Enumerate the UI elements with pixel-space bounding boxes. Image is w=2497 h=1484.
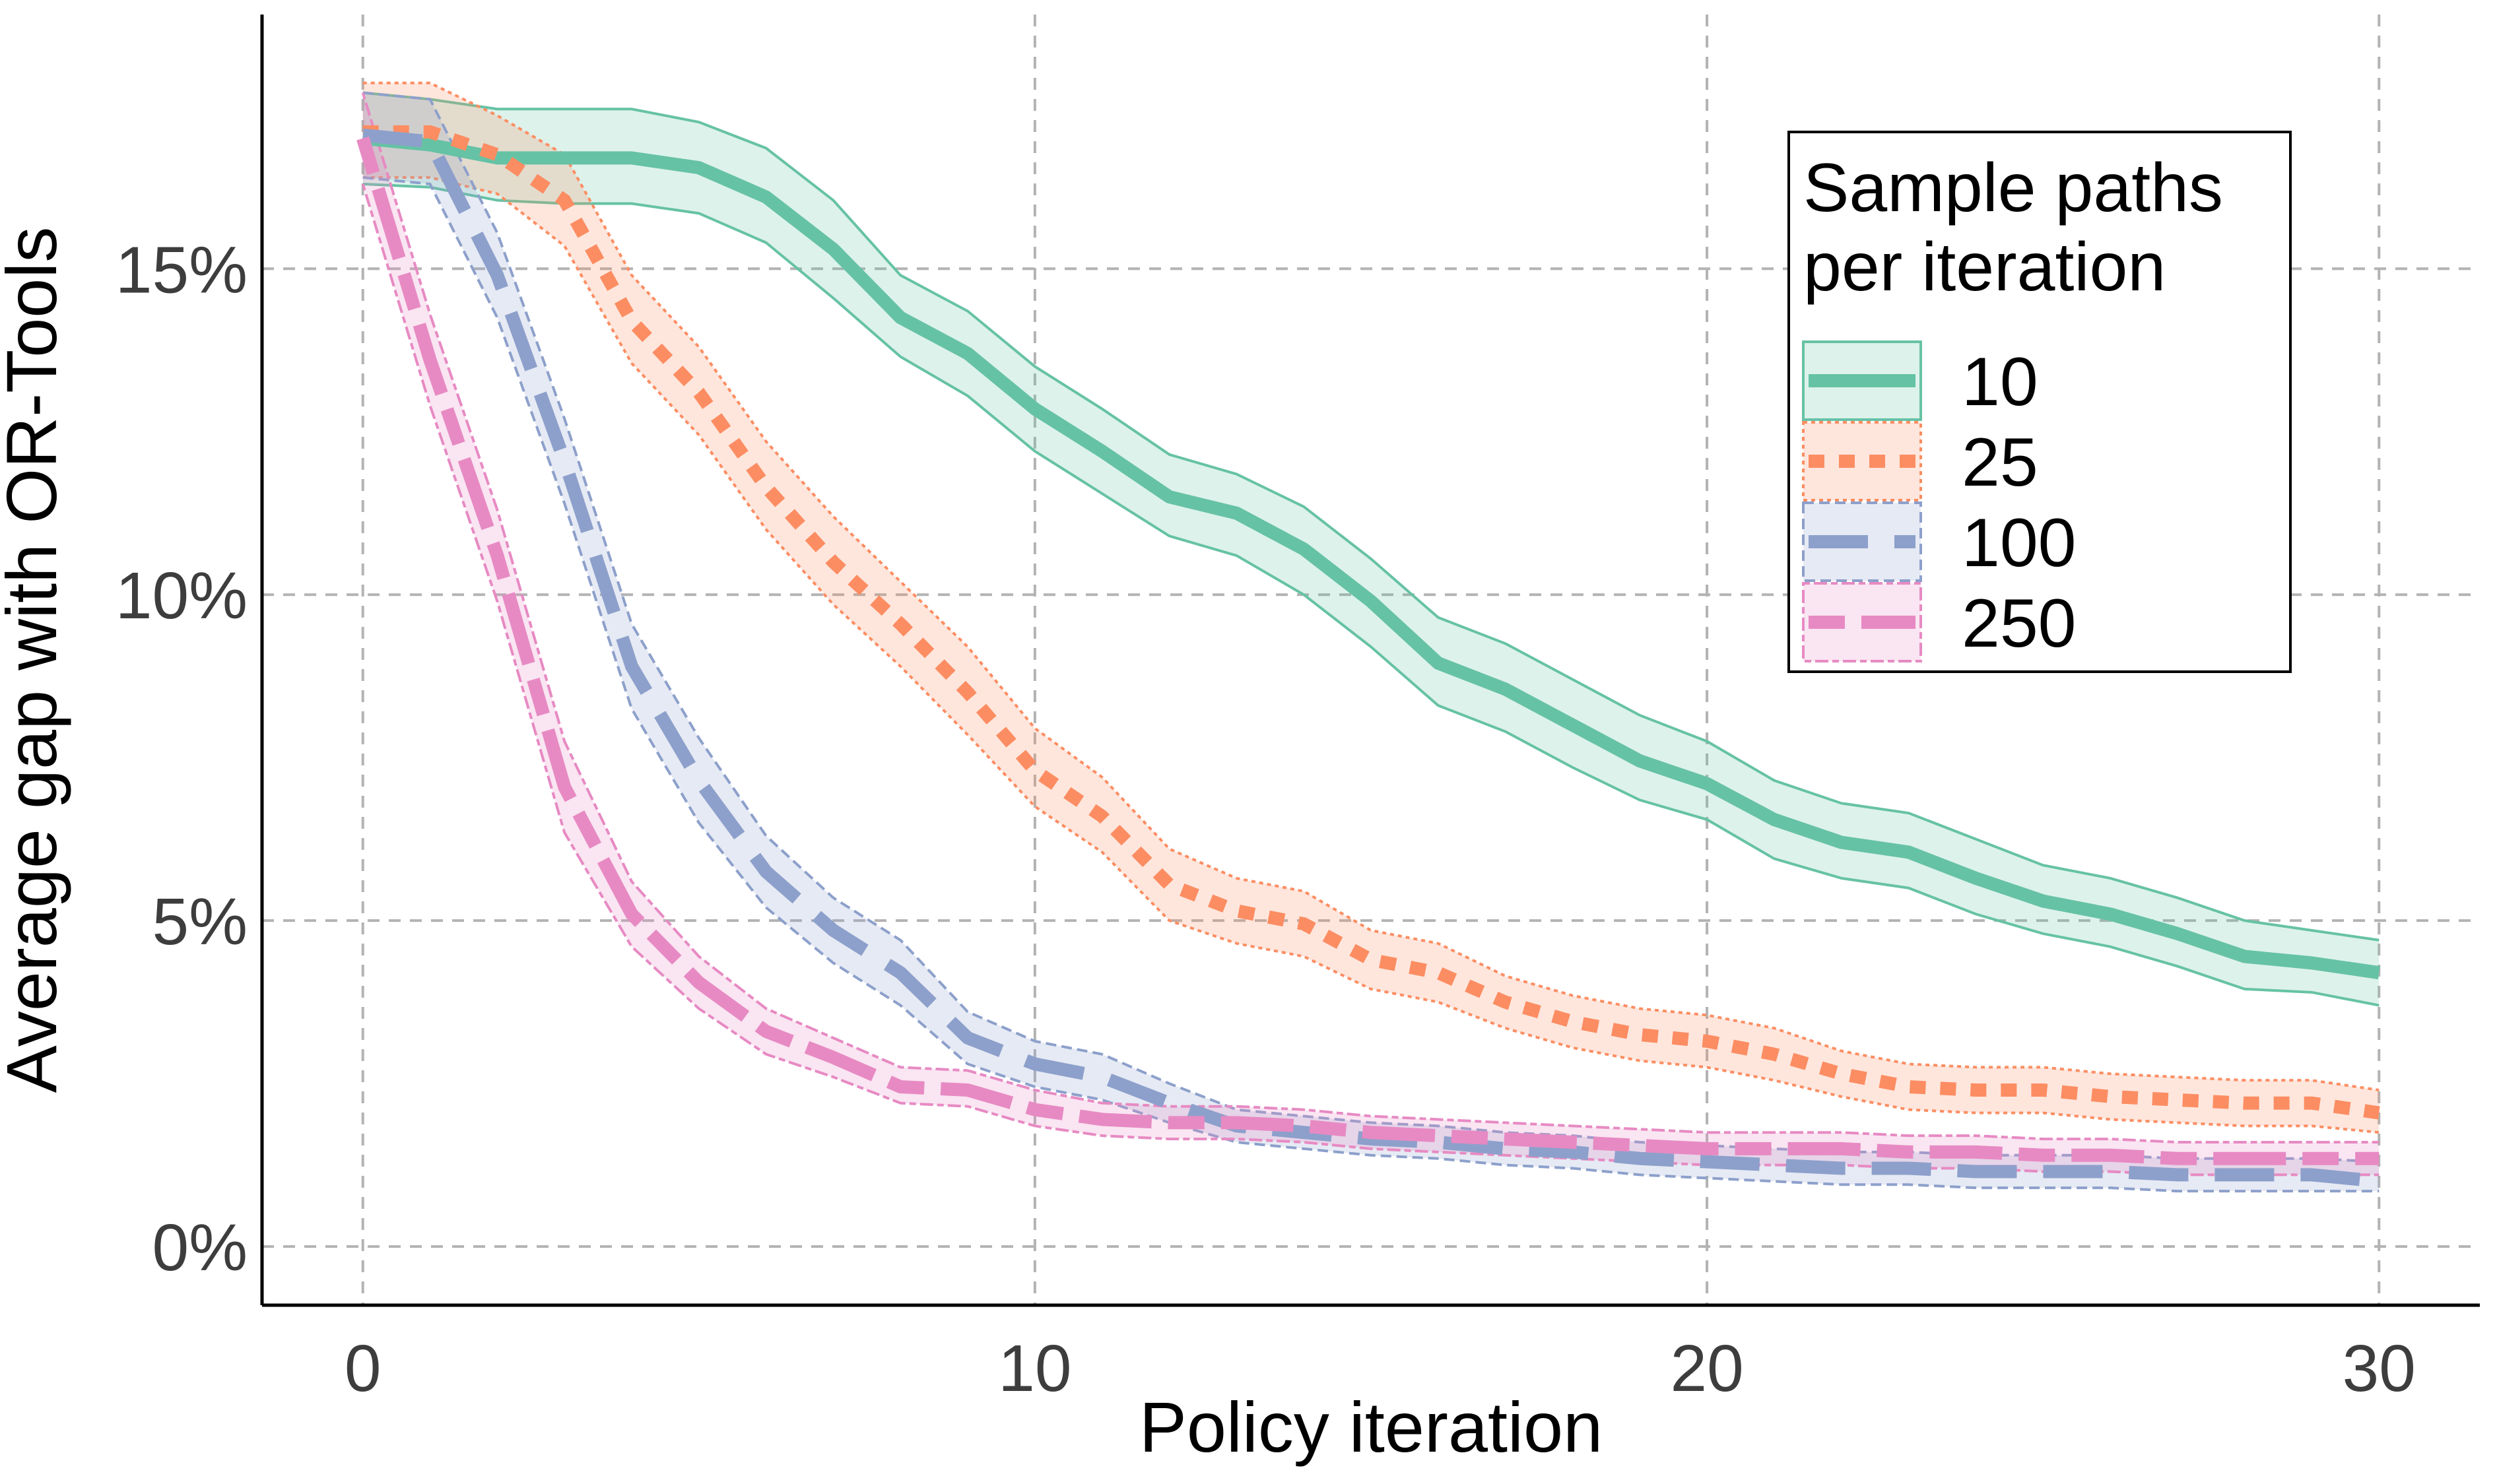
y-tick-label-2: 10% (116, 559, 248, 633)
y-tick-label-0: 0% (152, 1211, 248, 1285)
x-axis-title: Policy iteration (1139, 1387, 1603, 1467)
band-lower-series-25 (362, 176, 2380, 1134)
x-tick-label-1: 10 (998, 1332, 1071, 1405)
band-lower-series-100 (362, 176, 2380, 1193)
band-upper-series-100 (362, 91, 2380, 1163)
band-series-25 (362, 82, 2380, 1133)
legend-title-line-2: per iteration (1803, 229, 2166, 306)
band-series-10 (362, 92, 2380, 1006)
band-lower-series-10 (362, 182, 2380, 1007)
axes (260, 15, 2480, 1307)
band-lower-series-250 (361, 183, 2380, 1177)
legend-label-250: 250 (1962, 585, 2077, 662)
x-tick-label-0: 0 (345, 1332, 382, 1405)
line-series-25 (362, 125, 2380, 1120)
line-series-250 (356, 136, 2380, 1165)
legend-label-25: 25 (1962, 424, 2038, 501)
confidence-bands (361, 81, 2380, 1193)
y-tick-label-1: 5% (152, 885, 248, 959)
band-upper-series-250 (361, 92, 2380, 1144)
y-tick-label-3: 15% (116, 233, 248, 307)
tick-labels: 0 10 20 30 0% 5% 10% 15% (116, 233, 2416, 1405)
line-series-10 (362, 131, 2380, 980)
series-lines (356, 125, 2380, 1188)
legend-title-line-1: Sample paths (1803, 150, 2223, 226)
legend-label-100: 100 (1962, 505, 2077, 581)
x-tick-label-3: 30 (2343, 1332, 2416, 1405)
band-upper-series-10 (362, 91, 2380, 942)
y-axis-title: Average gap with OR-Tools (0, 227, 71, 1093)
x-tick-label-2: 20 (1670, 1332, 1743, 1405)
legend-label-10: 10 (1962, 344, 2038, 420)
